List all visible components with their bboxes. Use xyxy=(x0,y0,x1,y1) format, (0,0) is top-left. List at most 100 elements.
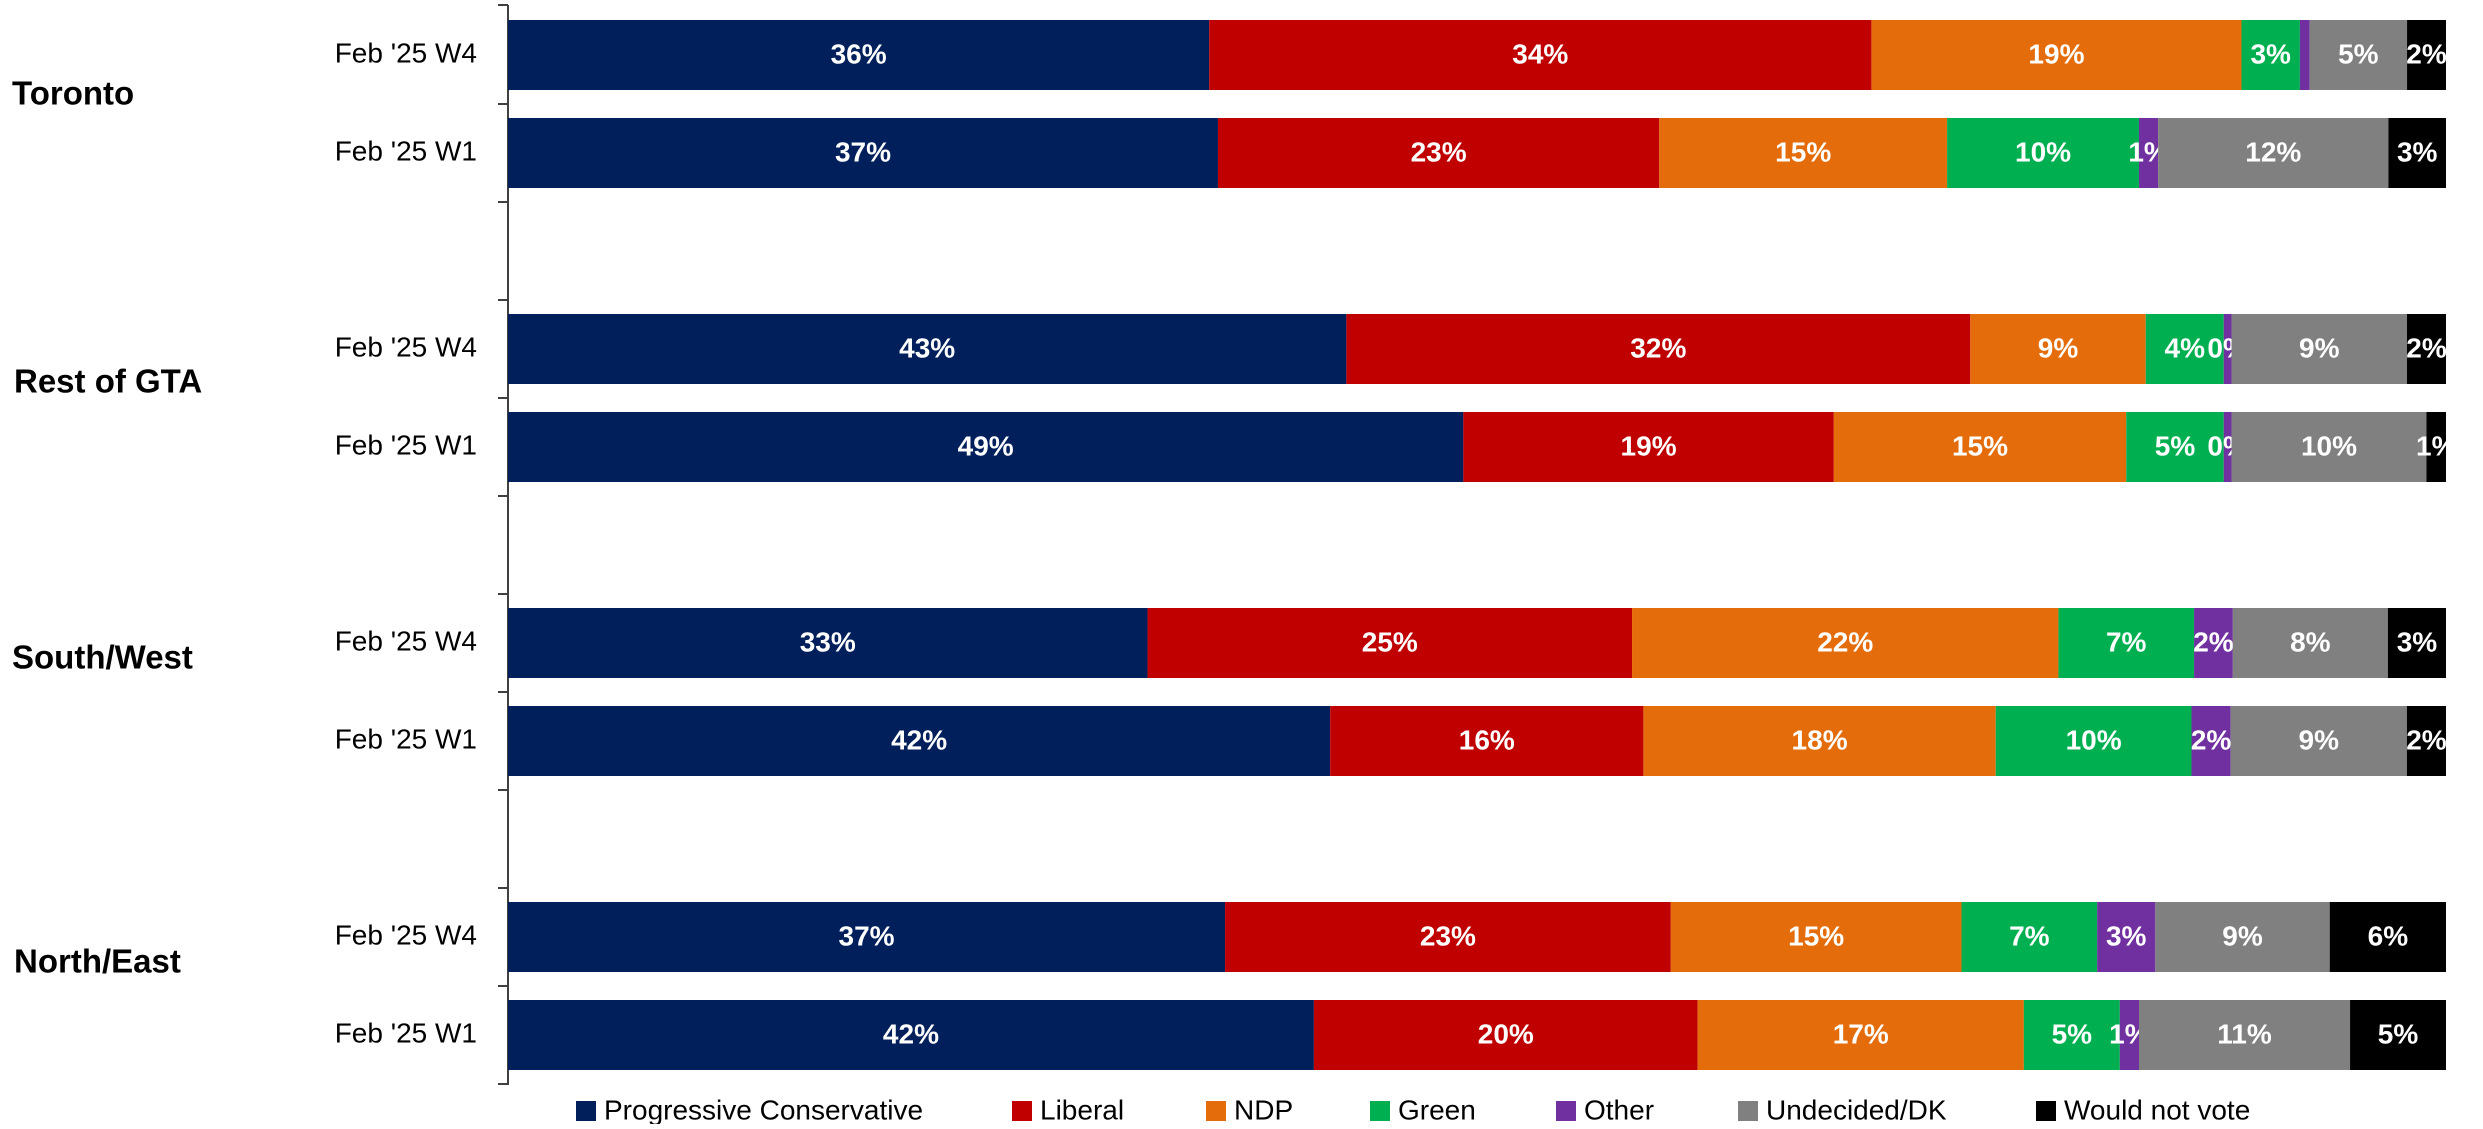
data-label: 37% xyxy=(839,920,895,951)
region-label: Toronto xyxy=(12,75,134,112)
bar-segment-undecided-dk xyxy=(2232,608,2388,678)
bar-segment-progressive-conservative xyxy=(508,706,1331,776)
bar-segment-would-not-vote xyxy=(2387,608,2446,678)
bar-segment-green xyxy=(2126,412,2224,482)
bar-segment-liberal xyxy=(1463,412,1834,482)
legend-swatch xyxy=(576,1101,596,1121)
row-label: Feb '25 W1 xyxy=(335,1017,477,1048)
legend-entry: Undecided/DK xyxy=(1766,1094,1947,1124)
bar-segment-progressive-conservative xyxy=(508,1000,1314,1070)
bar-segment-progressive-conservative xyxy=(508,20,1210,90)
bar-segment-other xyxy=(2194,608,2233,678)
data-label: 15% xyxy=(1952,430,2008,461)
data-label: 3% xyxy=(2106,920,2147,951)
bar-segment-would-not-vote xyxy=(2426,412,2446,482)
data-label: 9% xyxy=(2299,332,2340,363)
bar-segment-ndp xyxy=(1970,314,2146,384)
row-label: Feb '25 W1 xyxy=(335,429,477,460)
legend-swatch xyxy=(1738,1101,1758,1121)
bar-segment-liberal xyxy=(1346,314,1971,384)
bar-segment-undecided-dk xyxy=(2138,1000,2351,1070)
bar-segment-progressive-conservative xyxy=(508,608,1148,678)
bar-segment-green xyxy=(1961,902,2098,972)
bar-segment-progressive-conservative xyxy=(508,902,1226,972)
data-label: 15% xyxy=(1788,920,1844,951)
bar-segment-would-not-vote xyxy=(2350,1000,2446,1070)
legend-swatch xyxy=(1012,1101,1032,1121)
bar-segment-ndp xyxy=(1659,118,1948,188)
region-label: North/East xyxy=(14,943,181,980)
bar-segment-ndp xyxy=(1697,1000,2024,1070)
legend-swatch xyxy=(2036,1101,2056,1121)
data-label: 23% xyxy=(1411,136,1467,167)
bar-segment-undecided-dk xyxy=(2231,314,2408,384)
data-label: 7% xyxy=(2009,920,2050,951)
bar-segment-other xyxy=(2119,1000,2139,1070)
bar-segment-undecided-dk xyxy=(2230,706,2407,776)
bar-segment-liberal xyxy=(1225,902,1671,972)
bar-segment-ndp xyxy=(1643,706,1996,776)
data-label: 9% xyxy=(2038,332,2079,363)
bar-segment-liberal xyxy=(1217,118,1660,188)
bar-segment-green xyxy=(2023,1000,2120,1070)
legend-swatch xyxy=(1206,1101,1226,1121)
row-label: Feb '25 W1 xyxy=(335,135,477,166)
data-label: 8% xyxy=(2290,626,2331,657)
data-label: 36% xyxy=(831,38,887,69)
bar-segment-liberal xyxy=(1209,20,1872,90)
bar-segment-other xyxy=(2299,20,2310,90)
row-label: Feb '25 W4 xyxy=(335,37,477,68)
bar-segment-would-not-vote xyxy=(2406,706,2446,776)
data-label: 10% xyxy=(2066,724,2122,755)
data-label: 42% xyxy=(883,1018,939,1049)
bar-segment-other xyxy=(2223,314,2232,384)
bar-segment-liberal xyxy=(1330,706,1644,776)
data-label: 19% xyxy=(1621,430,1677,461)
bar-segment-other xyxy=(2191,706,2231,776)
legend-entry: Green xyxy=(1398,1094,1476,1124)
bar-segment-undecided-dk xyxy=(2309,20,2408,90)
legend-entry: NDP xyxy=(1234,1094,1293,1124)
data-label: 33% xyxy=(800,626,856,657)
data-label: 3% xyxy=(2397,626,2438,657)
data-label: 15% xyxy=(1775,136,1831,167)
data-label: 2% xyxy=(2191,724,2232,755)
bar-segment-would-not-vote xyxy=(2329,902,2446,972)
data-label: 16% xyxy=(1459,724,1515,755)
data-label: 3% xyxy=(2397,136,2438,167)
bar-segment-undecided-dk xyxy=(2231,412,2427,482)
bar-segment-other xyxy=(2097,902,2156,972)
data-label: 34% xyxy=(1512,38,1568,69)
data-label: 42% xyxy=(891,724,947,755)
data-label: 5% xyxy=(2155,430,2196,461)
data-label: 25% xyxy=(1362,626,1418,657)
data-label: 9% xyxy=(2299,724,2340,755)
legend-swatch xyxy=(1556,1101,1576,1121)
bar-segment-ndp xyxy=(1670,902,1962,972)
data-label: 2% xyxy=(2406,332,2447,363)
data-label: 2% xyxy=(2406,38,2447,69)
bar-segment-liberal xyxy=(1313,1000,1698,1070)
bar-segment-other xyxy=(2223,412,2232,482)
bar-segment-undecided-dk xyxy=(2155,902,2330,972)
row-label: Feb '25 W4 xyxy=(335,331,477,362)
legend-entry: Other xyxy=(1584,1094,1654,1124)
data-label: 32% xyxy=(1630,332,1686,363)
region-label: South/West xyxy=(12,639,193,676)
data-label: 19% xyxy=(2028,38,2084,69)
data-label: 2% xyxy=(2406,724,2447,755)
data-label: 7% xyxy=(2106,626,2147,657)
bar-segment-green xyxy=(2145,314,2224,384)
bar-segment-progressive-conservative xyxy=(508,412,1464,482)
data-label: 22% xyxy=(1817,626,1873,657)
bar-segment-other xyxy=(2138,118,2159,188)
bar-segment-green xyxy=(2058,608,2195,678)
data-label: 5% xyxy=(2052,1018,2093,1049)
bar-segment-undecided-dk xyxy=(2158,118,2389,188)
legend-entry: Progressive Conservative xyxy=(604,1094,923,1124)
bar-segment-green xyxy=(1947,118,2139,188)
row-label: Feb '25 W4 xyxy=(335,625,477,656)
bar-segment-would-not-vote xyxy=(2388,118,2446,188)
